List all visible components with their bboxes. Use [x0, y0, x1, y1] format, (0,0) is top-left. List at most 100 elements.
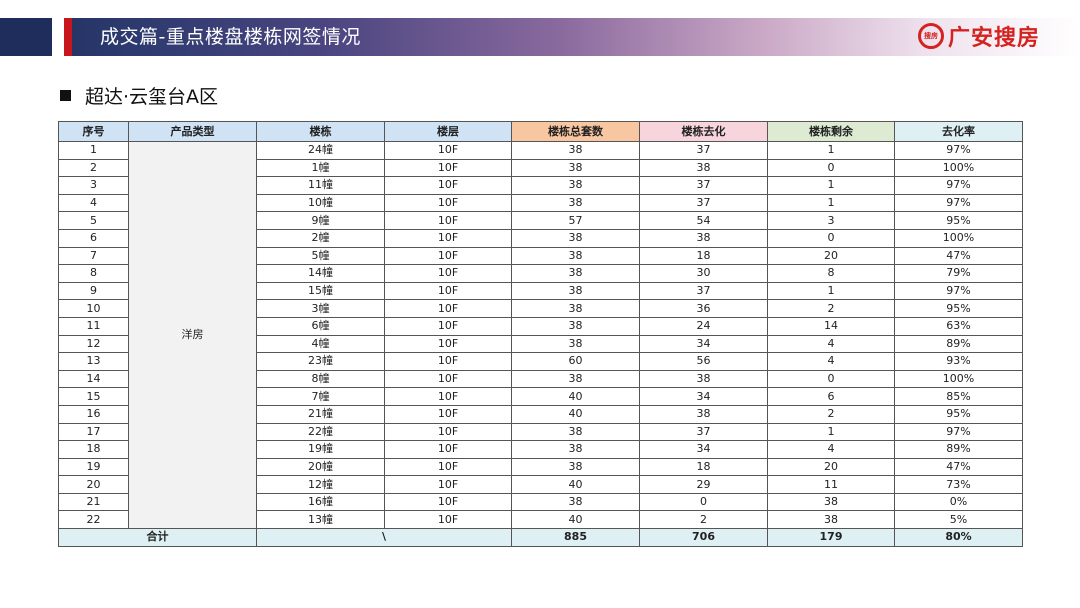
cell-index: 12	[58, 334, 129, 354]
cell-sold: 37	[639, 281, 768, 301]
cell-remaining: 0	[767, 158, 895, 178]
cell-rate: 95%	[894, 404, 1023, 424]
cell-remaining: 4	[767, 440, 895, 459]
cell-remaining: 38	[767, 492, 895, 512]
cell-sold: 38	[639, 369, 768, 389]
cell-floors: 10F	[384, 158, 512, 178]
cell-remaining: 20	[767, 457, 895, 477]
cell-building: 4幢	[256, 334, 385, 354]
table-row: 18 19幢 10F 38 34 4 89%	[58, 440, 1023, 459]
cell-rate: 95%	[894, 299, 1023, 318]
cell-index: 22	[58, 510, 129, 530]
cell-floors: 10F	[384, 141, 512, 160]
cell-remaining: 6	[767, 387, 895, 406]
cell-building: 11幢	[256, 176, 385, 195]
cell-product-type: 洋房	[128, 140, 257, 530]
cell-total-units: 38	[511, 281, 640, 301]
section-title: 超达·云玺台A区	[85, 86, 219, 108]
cell-total-units: 38	[511, 299, 640, 318]
cell-building: 2幢	[256, 228, 385, 248]
total-units-cell: 885	[511, 528, 640, 547]
table-row: 7 5幢 10F 38 18 20 47%	[58, 246, 1023, 266]
cell-remaining: 1	[767, 141, 895, 160]
cell-rate: 63%	[894, 316, 1023, 336]
cell-floors: 10F	[384, 510, 512, 530]
cell-sold: 18	[639, 457, 768, 477]
cell-total-units: 38	[511, 369, 640, 389]
cell-floors: 10F	[384, 492, 512, 512]
cell-rate: 97%	[894, 422, 1023, 442]
cell-index: 17	[58, 422, 129, 442]
table-row: 20 12幢 10F 40 29 11 73%	[58, 475, 1023, 494]
cell-rate: 5%	[894, 510, 1023, 530]
cell-sold: 30	[639, 264, 768, 283]
cell-building: 14幢	[256, 264, 385, 283]
cell-floors: 10F	[384, 246, 512, 266]
col-header-floors: 楼层	[384, 121, 512, 142]
header-banner	[0, 18, 1080, 56]
cell-floors: 10F	[384, 299, 512, 318]
cell-floors: 10F	[384, 281, 512, 301]
table-row: 21 16幢 10F 38 0 38 0%	[58, 492, 1023, 512]
table-row: 9 15幢 10F 38 37 1 97%	[58, 281, 1023, 301]
cell-sold: 29	[639, 475, 768, 494]
cell-floors: 10F	[384, 369, 512, 389]
cell-rate: 0%	[894, 492, 1023, 512]
cell-rate: 100%	[894, 369, 1023, 389]
cell-floors: 10F	[384, 422, 512, 442]
header-gap	[52, 18, 64, 56]
cell-sold: 18	[639, 246, 768, 266]
col-header-remaining: 楼栋剩余	[767, 121, 895, 142]
cell-sold: 24	[639, 316, 768, 336]
cell-total-units: 40	[511, 510, 640, 530]
cell-rate: 97%	[894, 281, 1023, 301]
cell-total-units: 38	[511, 246, 640, 266]
cell-sold: 34	[639, 387, 768, 406]
cell-building: 6幢	[256, 316, 385, 336]
cell-sold: 38	[639, 158, 768, 178]
cell-total-units: 38	[511, 193, 640, 213]
cell-building: 5幢	[256, 246, 385, 266]
building-sales-table: 序号 产品类型 楼栋 楼层 楼栋总套数 楼栋去化 楼栋剩余 去化率 1 洋房 24幢…	[58, 121, 1023, 547]
cell-index: 18	[58, 440, 129, 459]
cell-rate: 97%	[894, 141, 1023, 160]
cell-rate: 89%	[894, 440, 1023, 459]
brand-logo: 搜房 广安搜房	[918, 22, 1040, 51]
cell-building: 7幢	[256, 387, 385, 406]
cell-index: 14	[58, 369, 129, 389]
cell-sold: 38	[639, 228, 768, 248]
cell-floors: 10F	[384, 457, 512, 477]
cell-index: 3	[58, 176, 129, 195]
cell-rate: 100%	[894, 228, 1023, 248]
cell-total-units: 38	[511, 228, 640, 248]
page-title: 成交篇-重点楼盘楼栋网签情况	[100, 26, 361, 48]
cell-building: 19幢	[256, 440, 385, 459]
cell-index: 5	[58, 211, 129, 230]
cell-floors: 10F	[384, 316, 512, 336]
cell-remaining: 38	[767, 510, 895, 530]
table-row: 4 10幢 10F 38 37 1 97%	[58, 193, 1023, 213]
cell-remaining: 2	[767, 404, 895, 424]
cell-floors: 10F	[384, 193, 512, 213]
table-row: 8 14幢 10F 38 30 8 79%	[58, 264, 1023, 283]
total-label: 合计	[58, 528, 257, 547]
table-total-row: 合计 \ 885 706 179 80%	[58, 528, 1023, 547]
cell-floors: 10F	[384, 334, 512, 354]
cell-building: 15幢	[256, 281, 385, 301]
cell-index: 16	[58, 404, 129, 424]
cell-floors: 10F	[384, 211, 512, 230]
cell-remaining: 1	[767, 281, 895, 301]
cell-total-units: 40	[511, 475, 640, 494]
cell-sold: 0	[639, 492, 768, 512]
col-header-index: 序号	[58, 121, 129, 142]
cell-rate: 47%	[894, 246, 1023, 266]
cell-building: 22幢	[256, 422, 385, 442]
col-header-rate: 去化率	[894, 121, 1023, 142]
cell-remaining: 2	[767, 299, 895, 318]
cell-index: 8	[58, 264, 129, 283]
cell-total-units: 38	[511, 422, 640, 442]
cell-remaining: 11	[767, 475, 895, 494]
cell-floors: 10F	[384, 440, 512, 459]
cell-total-units: 38	[511, 158, 640, 178]
cell-remaining: 3	[767, 211, 895, 230]
